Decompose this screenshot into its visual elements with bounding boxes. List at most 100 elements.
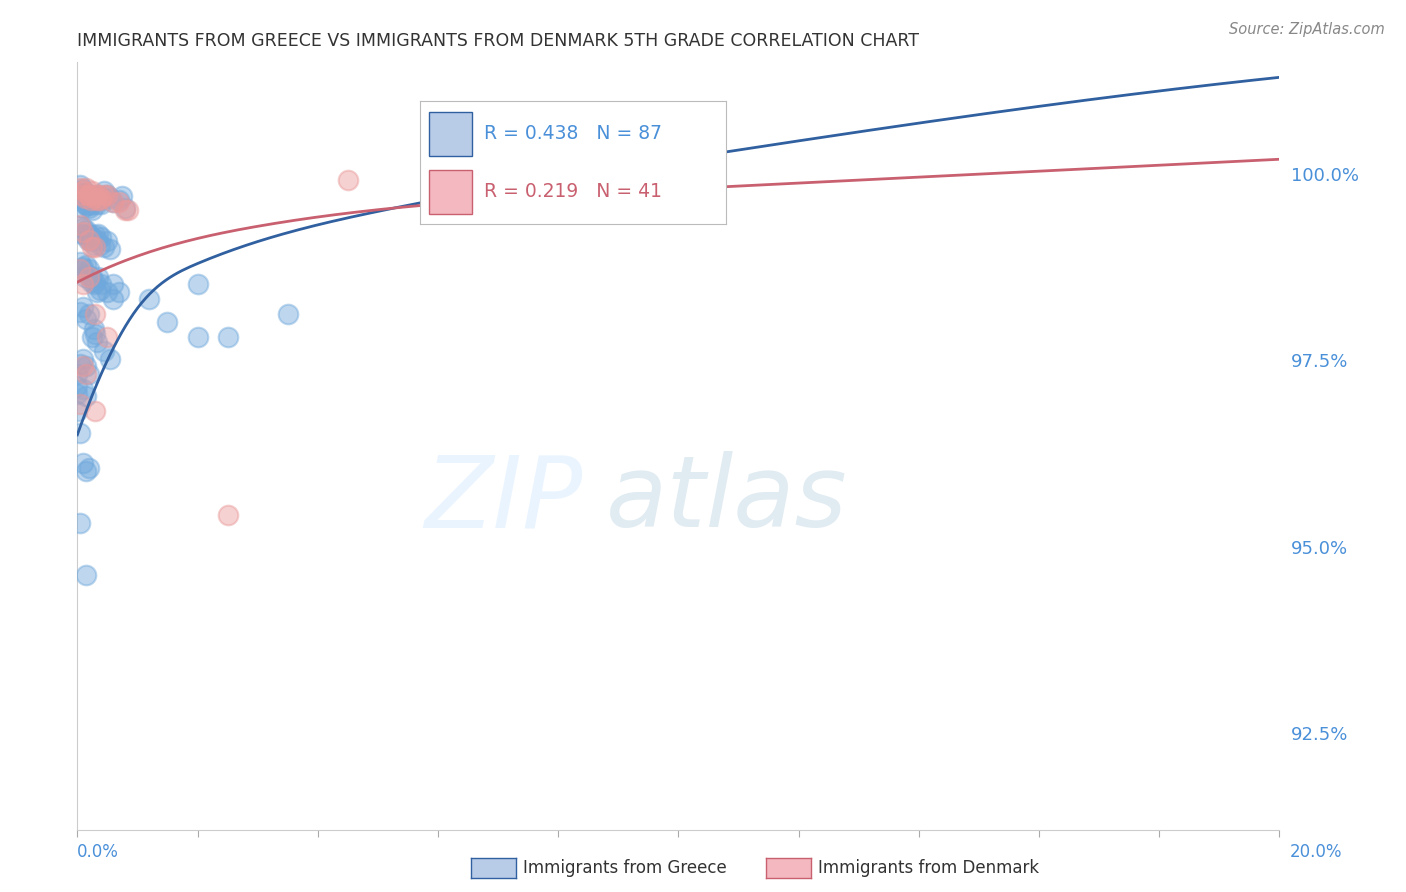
Point <box>77 201 100 215</box>
Point <box>96 234 118 248</box>
Point <box>76 268 98 282</box>
Point <box>75 359 97 374</box>
Point <box>96 285 118 299</box>
Point <box>72 225 94 239</box>
Point <box>73 191 96 205</box>
Point <box>156 315 179 329</box>
Point <box>66 387 89 401</box>
Text: atlas: atlas <box>606 451 848 549</box>
Point <box>69 305 91 319</box>
Point <box>70 189 93 203</box>
Point <box>96 329 118 343</box>
Point <box>76 233 98 247</box>
Point <box>73 228 96 243</box>
Point <box>70 227 93 241</box>
Point <box>79 227 101 241</box>
Point <box>84 188 107 202</box>
Point <box>75 197 97 211</box>
Point <box>79 461 101 475</box>
Point <box>87 188 110 202</box>
Point <box>90 197 112 211</box>
Point <box>77 195 100 210</box>
Point <box>336 173 359 187</box>
Point <box>75 567 97 582</box>
Point <box>103 277 125 292</box>
Point <box>75 186 97 200</box>
Point <box>86 197 108 211</box>
Point <box>83 191 105 205</box>
Point <box>70 262 93 277</box>
Point <box>82 240 104 254</box>
Point <box>111 189 134 203</box>
Point <box>114 202 136 217</box>
Point <box>117 202 139 217</box>
Point <box>66 367 89 381</box>
Point <box>76 193 98 207</box>
Point <box>87 227 110 241</box>
Point <box>72 184 94 198</box>
Point <box>84 191 107 205</box>
Point <box>186 329 209 343</box>
Text: 0.0%: 0.0% <box>77 843 120 861</box>
Point <box>75 223 97 237</box>
Point <box>79 197 101 211</box>
Point <box>108 193 131 207</box>
Point <box>90 230 112 244</box>
Point <box>82 189 104 203</box>
Point <box>72 359 94 374</box>
Point <box>72 456 94 470</box>
Point <box>93 344 115 359</box>
Point <box>75 464 97 478</box>
Point <box>82 184 104 198</box>
Point <box>87 188 110 202</box>
Point <box>138 293 160 307</box>
Point <box>75 180 97 194</box>
Text: Immigrants from Greece: Immigrants from Greece <box>523 859 727 877</box>
Point <box>89 238 111 252</box>
Point <box>69 262 91 277</box>
Point <box>69 255 91 269</box>
Text: 20.0%: 20.0% <box>1291 843 1343 861</box>
Point <box>76 188 98 202</box>
Point <box>69 516 91 530</box>
Point <box>103 195 125 210</box>
Point <box>100 242 122 256</box>
Point <box>217 508 239 523</box>
Point <box>108 195 131 210</box>
Point <box>84 240 107 254</box>
Point <box>75 312 97 326</box>
Point <box>79 367 101 381</box>
Text: ZIP: ZIP <box>425 451 582 549</box>
Point <box>86 334 108 349</box>
Point <box>72 220 94 235</box>
Point <box>72 382 94 396</box>
Point <box>69 178 91 193</box>
Point <box>91 191 114 205</box>
Point <box>75 258 97 272</box>
Point <box>79 193 101 207</box>
Point <box>72 182 94 196</box>
Point <box>79 233 101 247</box>
Point <box>82 193 104 207</box>
Point <box>73 188 96 202</box>
Point <box>89 283 111 297</box>
Point <box>72 260 94 275</box>
Point <box>82 329 104 343</box>
Text: Source: ZipAtlas.com: Source: ZipAtlas.com <box>1229 22 1385 37</box>
Point <box>108 285 131 299</box>
Point <box>79 234 101 248</box>
Point <box>114 201 136 215</box>
Point <box>186 277 209 292</box>
Point <box>84 307 107 321</box>
Point <box>79 262 101 277</box>
Point <box>93 240 115 254</box>
Point <box>69 218 91 232</box>
Point <box>217 329 239 343</box>
Point <box>79 307 101 321</box>
Point <box>75 367 97 381</box>
Point <box>79 269 101 284</box>
Point <box>84 228 107 243</box>
Point <box>69 426 91 441</box>
Point <box>72 351 94 366</box>
Point <box>84 404 107 418</box>
